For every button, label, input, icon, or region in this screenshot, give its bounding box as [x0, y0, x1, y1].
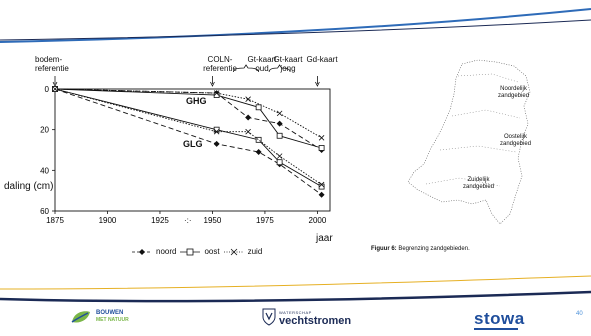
bottom-swoosh-navy	[0, 290, 591, 303]
leaf-logo-icon	[71, 311, 90, 323]
stowa-underline	[474, 328, 518, 330]
region-label-zuidelijk: Zuidelijk zandgebied	[463, 177, 495, 190]
data-point-ghg-oost	[276, 132, 283, 139]
annotation-text: bodem- referentie	[35, 55, 69, 73]
x-tick-label: 1875	[46, 216, 64, 225]
data-point-ghg-zuid	[245, 96, 251, 102]
annotation-text: Gd-kaart	[306, 55, 338, 64]
x-tick-label: 1900	[99, 216, 117, 225]
legend-label-zuid: zuid	[247, 247, 263, 256]
logo-vechtstromen: WATERSCHAP vechtstromen	[262, 307, 351, 327]
annotation-bracket	[268, 64, 291, 73]
data-point-glg-zuid	[52, 86, 58, 92]
group-label-glg: GLG	[183, 139, 203, 149]
logo-stowa: stowa	[474, 309, 525, 328]
data-point-ghg-oost	[318, 145, 325, 151]
y-axis-label: daling (cm)	[4, 181, 54, 192]
caption-text: Begrenzing zandgebieden.	[398, 246, 470, 252]
data-point-glg-oost	[255, 136, 262, 143]
annotation-gt-kaart-jong: Gt-kaart jong	[272, 55, 304, 73]
data-point-glg-noord	[213, 140, 220, 147]
data-point-ghg-zuid	[276, 110, 283, 117]
bottom-swoosh-gold	[0, 275, 591, 290]
annotation-text: Gt-kaart oud	[247, 55, 277, 73]
y-tick-label: 0	[45, 85, 50, 94]
axis-break-symbol: ·:·	[184, 216, 192, 225]
data-point-glg-oost	[276, 159, 283, 166]
x-tick-label: 2000	[309, 216, 327, 225]
data-point-glg-zuid	[245, 128, 251, 135]
logo-text-vechtstromen: vechtstromen	[279, 315, 352, 327]
data-point-glg-zuid	[318, 181, 325, 188]
chart-legend: noord oost zuid	[132, 247, 262, 256]
data-point-glg-noord	[255, 149, 262, 156]
caption-label: Figuur 6:	[371, 246, 397, 252]
annotation-arrowhead	[210, 81, 215, 87]
shield-logo-icon	[262, 308, 276, 326]
data-point-ghg-noord	[276, 120, 283, 127]
x-axis-label: jaar	[316, 233, 333, 244]
region-label-oostelijk: Oostelijk zandgebied	[500, 134, 532, 147]
group-label-ghg: GHG	[186, 96, 207, 106]
legend-swatch-noord	[132, 248, 152, 255]
netherlands-map	[407, 59, 531, 225]
top-swoosh-blue	[0, 8, 591, 43]
map-outline	[407, 59, 531, 225]
annotation-arrowhead	[315, 81, 320, 87]
data-point-ghg-zuid	[318, 135, 325, 141]
x-tick-label: 1975	[256, 216, 274, 225]
region-label-noordelijk: Noordelijk zandgebied	[498, 86, 530, 99]
annotation-gt-kaart-oud: Gt-kaart oud	[247, 55, 277, 73]
plot-frame	[54, 88, 331, 212]
legend-swatch-oost	[180, 248, 201, 255]
top-swoosh-navy	[0, 19, 591, 41]
page-number: 40	[576, 311, 583, 317]
data-point-glg-noord	[318, 191, 325, 198]
annotation-text: Gt-kaart jong	[273, 55, 303, 73]
data-point-ghg-noord	[245, 114, 252, 121]
legend-label-noord: noord	[156, 247, 177, 256]
annotation-coln-referentie: COLN- referentie	[195, 55, 245, 73]
annotation-bodemreferentie: bodem- referentie	[35, 55, 75, 73]
logo-text-bouwen: BOUWEN	[96, 310, 124, 316]
logo-bouwen-met-natuur: BOUWEN MET NATUUR	[70, 308, 129, 326]
data-point-glg-zuid	[213, 128, 220, 135]
legend-label-oost: oost	[204, 247, 220, 256]
legend-swatch-zuid	[223, 248, 244, 255]
series-line-ghg-zuid	[54, 88, 322, 139]
annotation-bracket	[233, 64, 260, 73]
annotation-text: COLN- referentie	[203, 55, 237, 73]
series-line-glg-noord	[54, 88, 322, 196]
data-point-ghg-oost	[255, 104, 262, 111]
data-point-glg-zuid	[276, 153, 283, 159]
annotation-gd-kaart: Gd-kaart	[302, 55, 342, 64]
x-tick-label: 1950	[204, 216, 222, 225]
figure-caption: Figuur 6: Begrenzing zandgebieden.	[371, 246, 470, 252]
y-tick-label: 40	[40, 166, 49, 175]
x-tick-label: 1925	[151, 216, 169, 225]
y-tick-label: 20	[40, 126, 49, 135]
y-tick-label: 60	[40, 207, 49, 216]
logo-text-met-natuur: MET NATUUR	[96, 317, 129, 323]
logo-text-waterschap: WATERSCHAP	[279, 310, 312, 315]
data-point-ghg-zuid	[213, 90, 220, 96]
